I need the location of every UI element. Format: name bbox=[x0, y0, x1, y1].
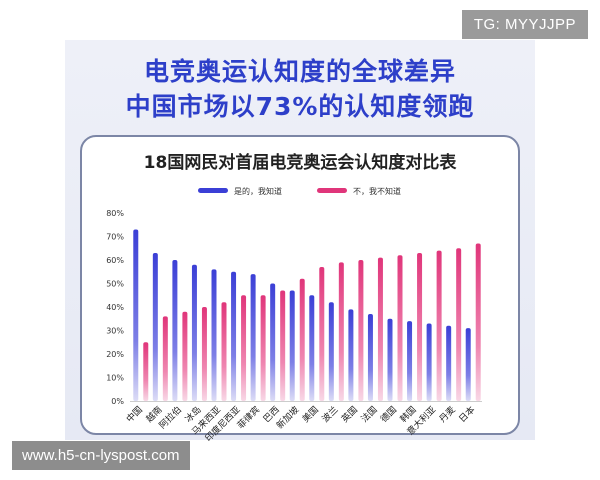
bar-no bbox=[299, 278, 305, 401]
bar-yes bbox=[367, 314, 373, 401]
bar-yes bbox=[191, 264, 197, 401]
bar-no bbox=[319, 267, 325, 401]
bar-yes bbox=[348, 309, 354, 401]
y-tick-label: 0% bbox=[111, 397, 124, 406]
x-tick-label: 波兰 bbox=[319, 404, 340, 425]
bar-no bbox=[436, 250, 442, 401]
y-tick-label: 70% bbox=[106, 233, 124, 242]
bar-yes bbox=[426, 323, 432, 401]
bar-yes bbox=[465, 328, 471, 401]
bar-yes bbox=[231, 271, 237, 401]
y-tick-label: 30% bbox=[106, 327, 124, 336]
bar-no bbox=[162, 316, 168, 401]
bar-yes bbox=[152, 252, 158, 401]
bar-no bbox=[417, 252, 423, 401]
bar-no bbox=[280, 290, 286, 401]
bar-yes bbox=[309, 295, 315, 401]
headline-line-1: 电竞奥运认知度的全球差异 bbox=[143, 57, 456, 86]
legend-swatch-yes bbox=[198, 188, 228, 193]
bar-no bbox=[143, 342, 149, 401]
bar-no bbox=[377, 257, 383, 401]
x-tick-label: 日本 bbox=[456, 404, 477, 425]
bar-yes bbox=[387, 318, 393, 401]
bar-no bbox=[456, 248, 462, 401]
bar-no bbox=[182, 311, 188, 401]
bar-yes bbox=[211, 269, 217, 401]
y-tick-label: 60% bbox=[106, 256, 124, 265]
x-tick-label: 美国 bbox=[300, 404, 321, 425]
bar-yes bbox=[133, 229, 139, 401]
x-tick-label: 新加坡 bbox=[274, 404, 302, 432]
watermark-url: www.h5-cn-lyspost.com bbox=[12, 441, 190, 470]
bar-no bbox=[338, 262, 344, 401]
x-tick-label: 德国 bbox=[378, 404, 399, 425]
x-tick-label: 阿拉伯 bbox=[156, 404, 184, 432]
x-tick-label: 英国 bbox=[339, 404, 360, 425]
bar-no bbox=[201, 307, 207, 401]
x-tick-label: 菲律宾 bbox=[235, 404, 263, 432]
bar-no bbox=[241, 295, 247, 401]
bar-no bbox=[260, 295, 266, 401]
legend-swatch-no bbox=[317, 188, 347, 193]
bar-yes bbox=[407, 321, 413, 401]
bar-no bbox=[221, 302, 227, 401]
y-tick-label: 40% bbox=[106, 303, 124, 312]
legend-label-no: 不，我不知道 bbox=[353, 186, 401, 196]
bar-yes bbox=[172, 260, 178, 401]
bar-no bbox=[397, 255, 403, 401]
bar-no bbox=[475, 243, 481, 401]
y-tick-label: 50% bbox=[106, 280, 124, 289]
bar-no bbox=[358, 260, 364, 401]
x-tick-label: 丹麦 bbox=[437, 404, 458, 425]
y-tick-label: 20% bbox=[106, 350, 124, 359]
watermark-tag: TG: MYYJJPP bbox=[461, 10, 588, 39]
y-tick-label: 10% bbox=[106, 374, 124, 383]
bar-yes bbox=[446, 325, 452, 401]
bar-yes bbox=[270, 283, 276, 401]
headline-line-2: 中国市场以73%的认知度领跑 bbox=[125, 92, 475, 121]
x-tick-label: 法国 bbox=[358, 404, 379, 425]
bar-yes bbox=[289, 290, 295, 401]
x-tick-label: 中国 bbox=[124, 404, 145, 425]
bar-yes bbox=[250, 274, 256, 401]
bar-yes bbox=[328, 302, 334, 401]
legend-label-yes: 是的，我知道 bbox=[234, 186, 282, 196]
y-tick-label: 80% bbox=[106, 209, 124, 218]
chart-title: 18国网民对首届电竞奥运会认知度对比表 bbox=[143, 153, 457, 173]
